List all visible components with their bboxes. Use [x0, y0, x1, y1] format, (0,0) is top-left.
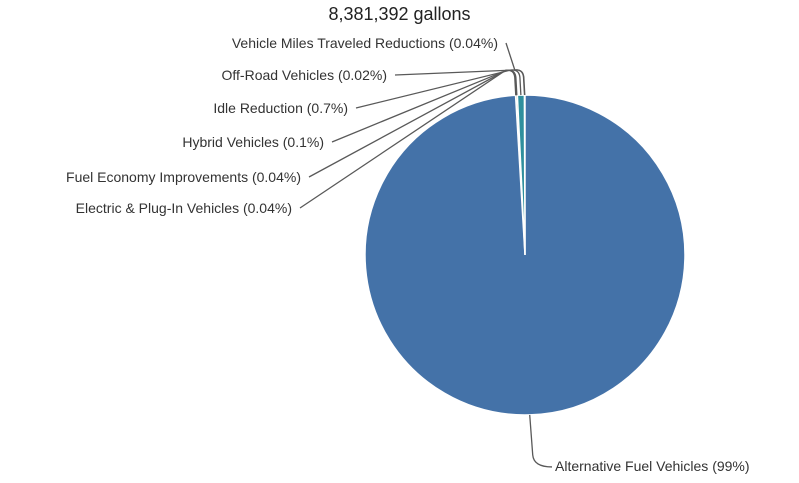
chart-title: 8,381,392 gallons	[328, 4, 471, 24]
slice-label: Fuel Economy Improvements (0.04%)	[66, 169, 301, 185]
slice-label: Off-Road Vehicles (0.02%)	[222, 67, 388, 83]
slice-label: Vehicle Miles Traveled Reductions (0.04%…	[232, 35, 498, 51]
leader-line	[529, 414, 553, 468]
slice-label: Idle Reduction (0.7%)	[213, 100, 348, 116]
leader-lines	[299, 42, 553, 468]
slice-label: Alternative Fuel Vehicles (99%)	[555, 458, 750, 474]
slice-labels: Alternative Fuel Vehicles (99%) Electric …	[66, 35, 750, 474]
slice-label: Hybrid Vehicles (0.1%)	[182, 134, 324, 150]
pie-slices	[364, 94, 686, 416]
slice-label: Electric & Plug-In Vehicles (0.04%)	[76, 200, 292, 216]
leader-line	[505, 42, 526, 96]
